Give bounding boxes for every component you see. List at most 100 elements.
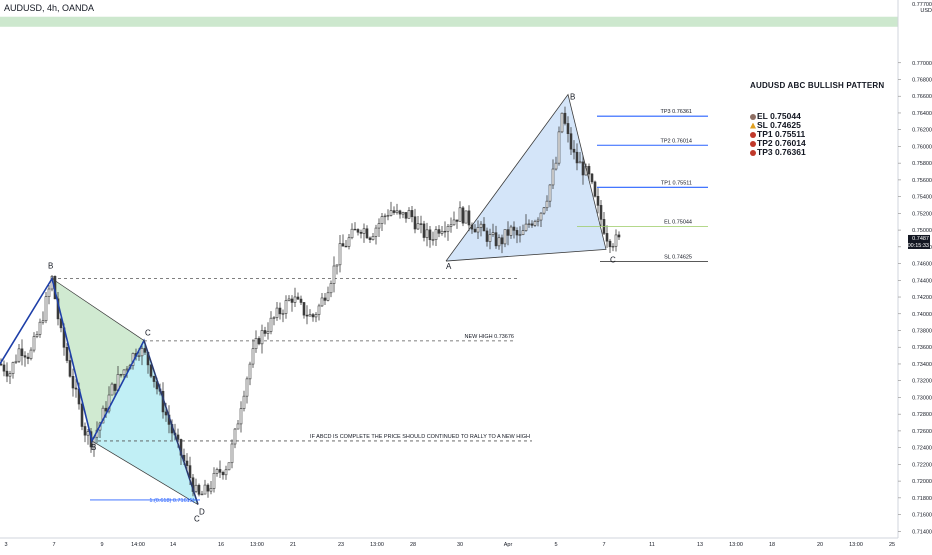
candle-body	[308, 314, 312, 317]
candle-body	[107, 394, 111, 412]
candle-body	[503, 229, 507, 245]
candle-body	[599, 205, 603, 220]
x-tick-label: 14:00	[131, 542, 145, 548]
candle-body	[323, 297, 327, 301]
candle-body	[320, 297, 324, 307]
candle-body	[2, 364, 6, 372]
candle-body	[263, 330, 267, 334]
fib-level-label: 1.(0.618) 0.71615)	[149, 498, 194, 504]
candle-body	[74, 387, 78, 390]
candle-body	[437, 229, 441, 234]
y-tick-label: 0.75400	[912, 195, 932, 201]
candle-body	[341, 243, 345, 247]
candle-body	[434, 229, 438, 240]
candle-body	[587, 166, 591, 175]
candle-body	[479, 223, 483, 228]
candle-body	[305, 314, 309, 317]
candle-body	[176, 434, 180, 440]
candle-body	[569, 133, 573, 150]
candle-body	[197, 484, 201, 495]
candle-body	[47, 288, 51, 297]
candle-body	[14, 360, 18, 363]
candle-body	[560, 112, 564, 133]
candle-body	[497, 237, 501, 247]
top-zone-band	[0, 16, 898, 27]
x-tick-label: 13:00	[370, 542, 384, 548]
candle-body	[347, 237, 351, 247]
candle-body	[239, 408, 243, 425]
candle-body	[335, 264, 339, 267]
candle-body	[287, 298, 291, 301]
currency-label: USD	[920, 8, 932, 14]
candle-body	[380, 216, 384, 224]
candle-body	[533, 221, 537, 226]
candle-body	[368, 237, 372, 240]
candle-body	[194, 484, 198, 492]
dashed-level-label: IF ABCD IS COMPLETE THE PRICE SHOULD CON…	[310, 434, 530, 440]
candle-body	[215, 469, 219, 474]
candle-body	[29, 349, 33, 359]
x-tick-label: 7	[602, 542, 605, 548]
y-tick-label: 0.72800	[912, 412, 932, 418]
x-tick-label: 30	[457, 542, 463, 548]
candle-body	[557, 131, 561, 164]
candle-body	[362, 228, 366, 234]
candle-body	[446, 226, 450, 232]
candle-body	[110, 383, 114, 396]
candle-body	[329, 283, 333, 294]
pattern-title: AUDUSD ABC BULLISH PATTERN	[750, 81, 885, 90]
candle-body	[404, 212, 408, 219]
target-icon	[750, 149, 756, 156]
candle-body	[245, 378, 249, 397]
candle-body	[254, 338, 258, 350]
candle-body	[455, 219, 459, 222]
candle-body	[44, 296, 48, 322]
y-tick-label: 0.74400	[912, 278, 932, 284]
y-tick-label: 0.73400	[912, 362, 932, 368]
x-tick-label: 13:00	[250, 542, 264, 548]
candle-body	[614, 234, 618, 247]
point-label-a: A	[446, 262, 452, 271]
candle-body	[290, 298, 294, 303]
candle-body	[398, 210, 402, 215]
candle-body	[221, 472, 225, 476]
candle-body	[419, 223, 423, 225]
candle-body	[401, 212, 405, 215]
x-tick-label: 9	[100, 542, 103, 548]
candle-body	[548, 184, 552, 202]
candle-body	[389, 210, 393, 216]
point-label-c: C	[610, 255, 616, 264]
y-tick-label: 0.73000	[912, 395, 932, 401]
candle-body	[203, 484, 207, 495]
candle-body	[443, 230, 447, 233]
candle-body	[590, 173, 594, 183]
candle-body	[500, 237, 504, 245]
candle-body	[554, 162, 558, 170]
dashed-level-label: NEW HIGH 0.73676	[464, 334, 514, 340]
legend-tp1-text: TP1 0.75511	[757, 129, 806, 139]
point-label-b2: B	[91, 443, 96, 452]
candle-body	[545, 200, 549, 209]
candle-body	[464, 210, 468, 224]
symbol-title: AUDUSD, 4h, OANDA	[4, 3, 95, 13]
candle-body	[518, 234, 522, 236]
bd-outline	[91, 440, 199, 505]
legend-row-tp1: TP1 0.75511	[750, 130, 806, 139]
candle-body	[236, 423, 240, 430]
trade-level-label: SL 0.74625	[664, 254, 692, 260]
candle-body	[605, 233, 609, 242]
y-tick-label: 0.73800	[912, 328, 932, 334]
trade-level-label: TP1 0.75511	[661, 180, 692, 186]
x-tick-label: 23	[338, 542, 344, 548]
candle-body	[227, 462, 231, 471]
candle-body	[248, 363, 252, 380]
candle-body	[581, 161, 585, 176]
candle-body	[476, 227, 480, 233]
candle-body	[38, 321, 42, 335]
candle-body	[125, 368, 129, 371]
candle-body	[485, 230, 489, 242]
y-tick-label: 0.75600	[912, 178, 932, 184]
y-tick-label: 0.76400	[912, 111, 932, 117]
